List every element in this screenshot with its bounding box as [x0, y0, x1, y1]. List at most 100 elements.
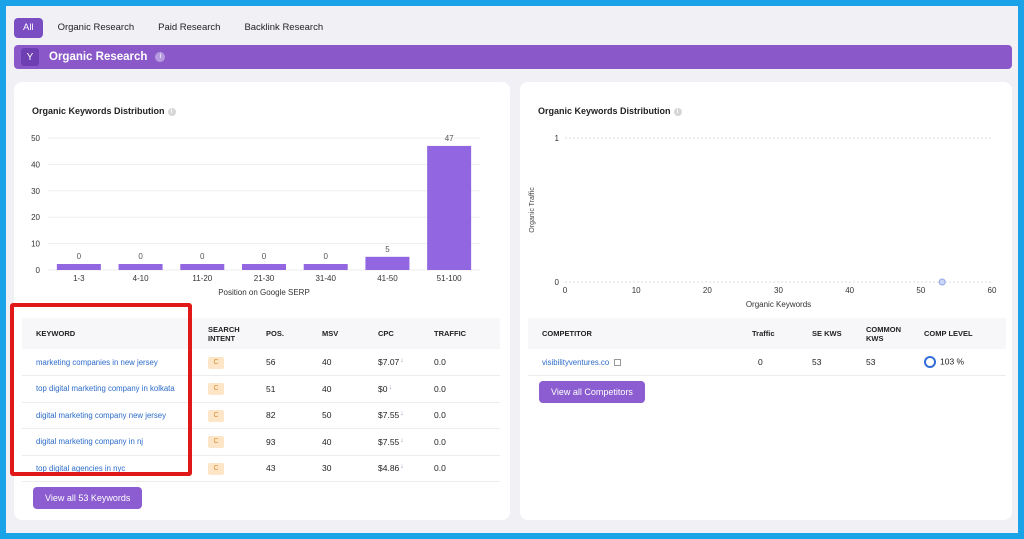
info-icon[interactable]: i [673, 107, 682, 116]
msv-cell: 30 [316, 455, 372, 482]
col-common-kws[interactable]: COMMON KWS [860, 318, 918, 349]
trend-arrow-icon: ↓ [400, 410, 404, 418]
x-tick-label: 11-20 [192, 274, 212, 283]
keywords-distribution-card: Organic Keywords Distribution i 0 10 20 30 40… [14, 82, 510, 520]
card-title-text: Organic Keywords Distribution [32, 106, 165, 116]
col-se-kws[interactable]: SE KWS [806, 318, 860, 349]
intent-cell: C [202, 428, 260, 456]
keyword-link[interactable]: top digital marketing company in kolkata [22, 375, 202, 403]
competitor-link[interactable]: visibilityventures.co [542, 357, 610, 367]
keyword-link[interactable]: top digital agencies in nyc [22, 455, 202, 482]
x-tick-label: 21-30 [254, 274, 275, 283]
table-row: top digital agencies in nyc C 43 30 $4.86↓ 0.… [22, 455, 500, 482]
traffic-cell: 0.0 [428, 375, 500, 403]
col-traffic[interactable]: Traffic [746, 318, 806, 349]
info-icon[interactable]: i [167, 107, 176, 116]
cpc-value: $7.55 [378, 436, 400, 447]
intent-cell: C [202, 375, 260, 403]
x-tick-label: 60 [988, 286, 997, 295]
cpc-cell: $7.55↓ [372, 402, 428, 429]
tab-paid-research[interactable]: Paid Research [158, 22, 221, 33]
position-cell: 56 [260, 349, 316, 376]
traffic-cell: 0.0 [428, 402, 500, 429]
cpc-cell: $4.86↓ [372, 455, 428, 482]
bar-value-label: 0 [200, 252, 205, 261]
position-cell: 51 [260, 375, 316, 403]
common-kws-cell: 53 [860, 349, 918, 376]
cpc-cell: $0↓ [372, 375, 428, 403]
tab-all[interactable]: All [14, 18, 43, 38]
bar-value-label: 47 [445, 134, 454, 143]
external-link-icon[interactable] [614, 358, 622, 366]
table-row: digital marketing company new jersey C 82 5… [22, 402, 500, 429]
y-tick-label: 10 [31, 240, 40, 249]
tab-backlink-research[interactable]: Backlink Research [244, 22, 324, 33]
table-row: visibilityventures.co 0 53 53 103 % [528, 349, 1006, 376]
traffic-cell: 0 [746, 349, 806, 376]
x-tick-label: 50 [916, 286, 925, 295]
x-axis-label: Position on Google SERP [218, 288, 310, 297]
y-tick-label: 30 [31, 187, 40, 196]
card-title-text: Organic Keywords Distribution [538, 106, 671, 116]
keyword-link[interactable]: digital marketing company new jersey [22, 402, 202, 429]
col-comp-level[interactable]: COMP LEVEL [918, 318, 1006, 349]
competitors-table: COMPETITOR Traffic SE KWS COMMON KWS COM… [528, 318, 1006, 376]
col-search-intent[interactable]: SEARCH INTENT [202, 318, 260, 349]
x-tick-label: 30 [774, 286, 783, 295]
x-tick-label: 20 [703, 286, 712, 295]
col-cpc[interactable]: CPC [372, 318, 428, 349]
sprout-icon: Y [21, 48, 39, 66]
traffic-cell: 0.0 [428, 455, 500, 482]
col-msv[interactable]: MSV [316, 318, 372, 349]
cpc-value: $7.07 [378, 357, 400, 367]
view-all-competitors-button[interactable]: View all Competitors [539, 381, 645, 403]
x-tick-label: 51-100 [437, 274, 462, 283]
progress-ring-icon [924, 356, 936, 368]
bar [242, 264, 286, 270]
x-tick-label: 41-50 [377, 274, 398, 283]
se-kws-cell: 53 [806, 349, 860, 376]
position-cell: 93 [260, 428, 316, 456]
cpc-cell: $7.55↓ [372, 428, 428, 456]
keyword-link[interactable]: marketing companies in new jersey [22, 349, 202, 376]
table-header-row: KEYWORD SEARCH INTENT POS. MSV CPC TRAFF… [22, 318, 500, 349]
traffic-cell: 0.0 [428, 428, 500, 456]
intent-badge: C [208, 436, 224, 449]
msv-cell: 40 [316, 375, 372, 403]
y-tick-label: 20 [31, 213, 40, 222]
traffic-cell: 0.0 [428, 349, 500, 376]
data-point [938, 278, 946, 286]
x-axis-label: Organic Keywords [746, 300, 811, 309]
x-tick-label: 40 [845, 286, 854, 295]
competitors-card: Organic Keywords Distribution i 0 1 0 10 20 30… [520, 82, 1012, 520]
col-position[interactable]: POS. [260, 318, 316, 349]
x-tick-label: 10 [632, 286, 641, 295]
keywords-table: KEYWORD SEARCH INTENT POS. MSV CPC TRAFF… [22, 318, 500, 482]
x-tick-label: 4-10 [133, 274, 150, 283]
y-tick-label: 0 [555, 278, 560, 287]
bar [365, 256, 410, 270]
bar-value-label: 0 [138, 252, 143, 261]
position-distribution-chart: 0 10 20 30 40 50 0 1-3 0 4-10 0 11-20 0 21-30 0 31-40 5 4… [31, 134, 480, 297]
position-cell: 82 [260, 402, 316, 429]
tab-organic-research[interactable]: Organic Research [57, 22, 135, 33]
cpc-value: $7.55 [378, 410, 400, 421]
y-tick-label: 1 [555, 134, 560, 143]
view-all-keywords-button[interactable]: View all 53 Keywords [33, 487, 143, 509]
msv-cell: 40 [316, 349, 372, 376]
col-keyword[interactable]: KEYWORD [22, 318, 202, 349]
comp-level-cell: 103 % [918, 349, 1006, 376]
info-icon[interactable]: i [155, 52, 166, 62]
y-tick-label: 50 [31, 134, 40, 143]
col-competitor[interactable]: COMPETITOR [528, 318, 746, 349]
col-traffic[interactable]: TRAFFIC [428, 318, 500, 349]
research-tabs: All Organic Research Paid Research Backl… [14, 18, 332, 38]
competitor-cell: visibilityventures.co [528, 349, 746, 376]
cpc-value: $0 [378, 383, 388, 394]
section-title: Organic Research [49, 51, 148, 63]
bar-value-label: 0 [323, 252, 328, 261]
table-header-row: COMPETITOR Traffic SE KWS COMMON KWS COM… [528, 318, 1006, 349]
keyword-link[interactable]: digital marketing company in nj [22, 428, 202, 456]
table-row: marketing companies in new jersey C 56 40 $7… [22, 349, 500, 376]
